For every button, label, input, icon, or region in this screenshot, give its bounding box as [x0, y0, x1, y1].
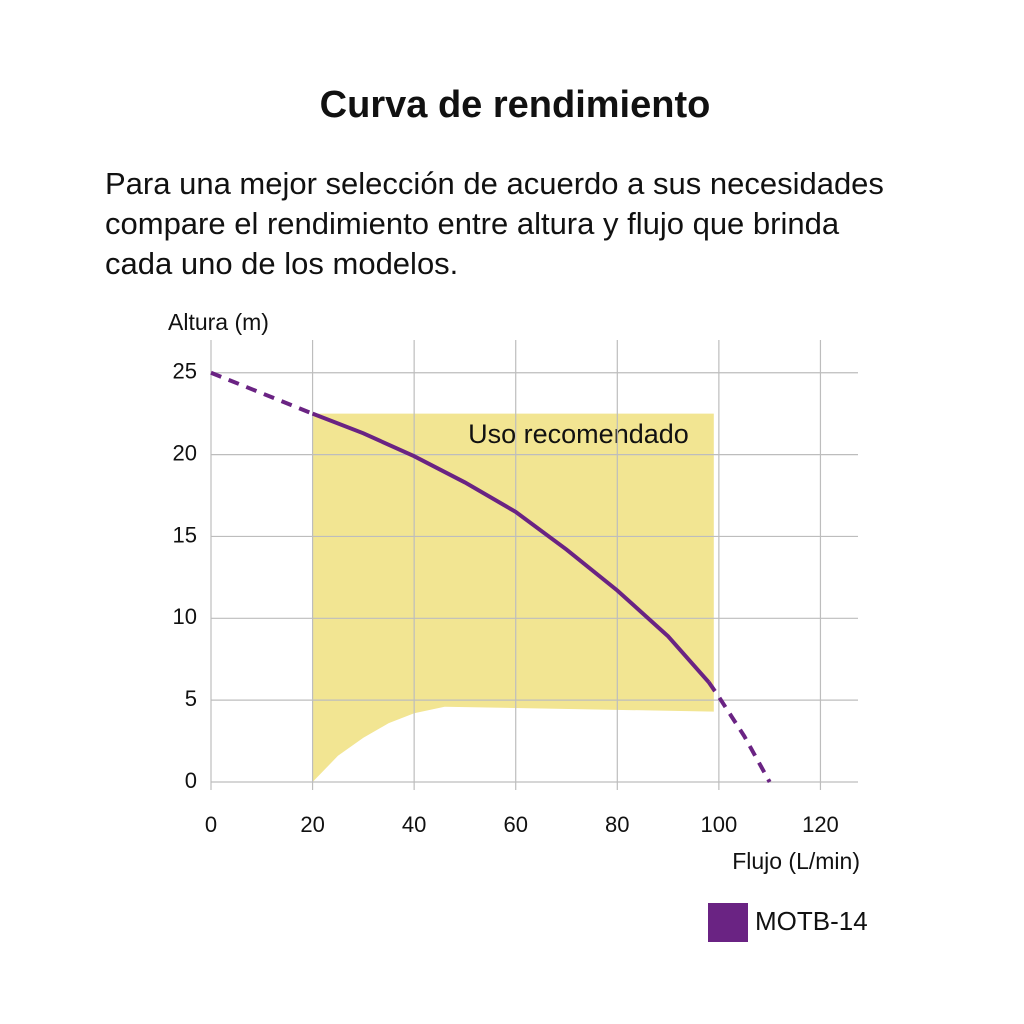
- x-tick-label: 40: [402, 812, 426, 837]
- x-tick-label: 60: [503, 812, 527, 837]
- curve-segment: [210, 370, 314, 416]
- y-tick-label: 5: [185, 686, 197, 711]
- chart-title: Curva de rendimiento: [320, 84, 711, 126]
- y-tick-label: 25: [173, 359, 197, 384]
- subtitle-line: Para una mejor selección de acuerdo a su…: [105, 166, 884, 201]
- legend-swatch: [708, 903, 748, 942]
- y-tick-label: 10: [173, 604, 197, 629]
- x-tick-label: 20: [300, 812, 324, 837]
- x-axis-label: Flujo (L/min): [732, 848, 860, 874]
- recommended-area: [312, 413, 714, 782]
- curve-segment: [707, 681, 772, 783]
- legend-label: MOTB-14: [755, 906, 868, 936]
- y-tick-label: 15: [173, 522, 197, 547]
- y-tick-label: 0: [185, 768, 197, 793]
- y-tick-label: 20: [173, 440, 197, 465]
- x-tick-label: 100: [701, 812, 738, 837]
- y-axis-label: Altura (m): [168, 309, 269, 335]
- subtitle-line: compare el rendimiento entre altura y fl…: [105, 206, 840, 241]
- x-tick-label: 120: [802, 812, 839, 837]
- subtitle-line: cada uno de los modelos.: [105, 246, 458, 281]
- x-tick-label: 0: [205, 812, 217, 837]
- region-label: Uso recomendado: [468, 419, 689, 449]
- x-tick-label: 80: [605, 812, 629, 837]
- curve-segment: [311, 411, 711, 684]
